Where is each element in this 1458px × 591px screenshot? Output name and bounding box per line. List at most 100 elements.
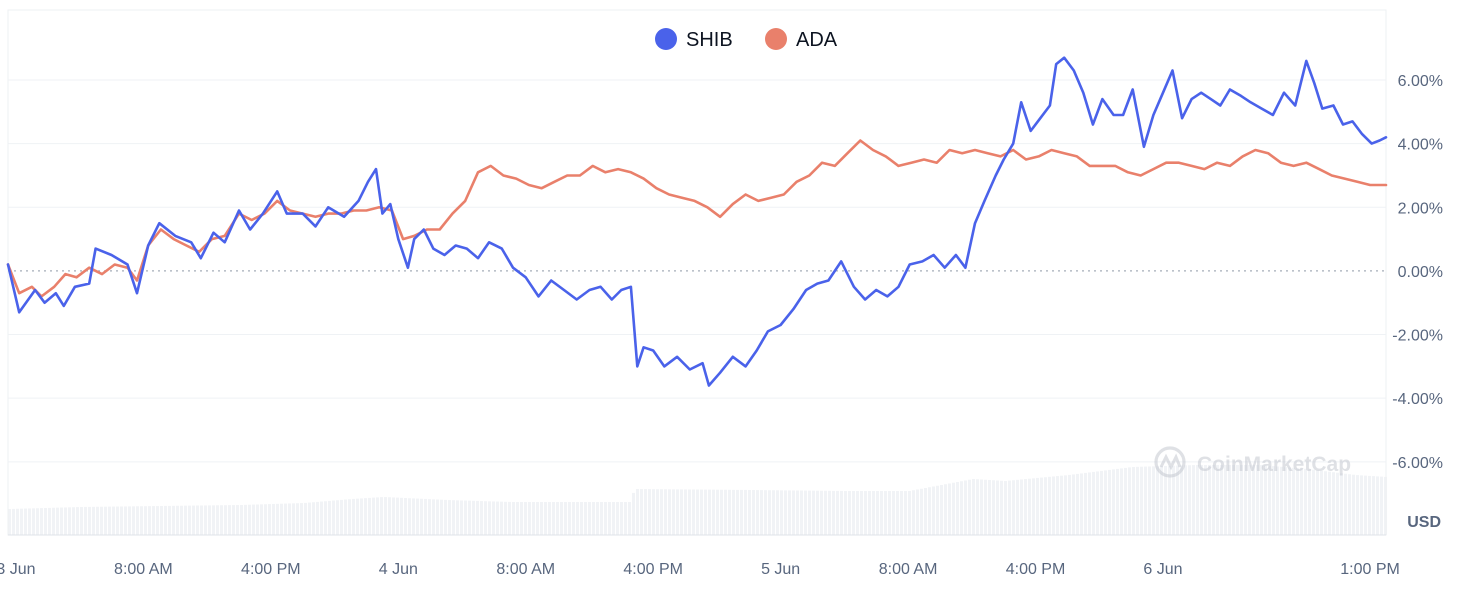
volume-bar	[656, 489, 659, 535]
volume-bar	[268, 504, 271, 535]
volume-bar	[240, 504, 243, 535]
volume-bar	[824, 490, 827, 535]
x-tick-label: 3 Jun	[0, 561, 36, 578]
volume-bar	[668, 489, 671, 535]
volume-bar	[1000, 480, 1003, 535]
volume-bar	[116, 506, 119, 535]
volume-bar	[208, 505, 211, 535]
volume-bar	[916, 489, 919, 535]
volume-bar	[1184, 465, 1187, 535]
volume-bar	[332, 500, 335, 535]
volume-bar	[224, 505, 227, 535]
volume-bar	[428, 499, 431, 535]
volume-bar	[1336, 472, 1339, 535]
volume-bar	[660, 489, 663, 535]
volume-bar	[1048, 476, 1051, 535]
volume-bar	[644, 489, 647, 535]
volume-bar	[44, 507, 47, 535]
volume-bar	[764, 490, 767, 535]
volume-bar	[1052, 476, 1055, 535]
volume-bar	[164, 505, 167, 535]
volume-bar	[944, 484, 947, 535]
volume-bar	[308, 502, 311, 535]
volume-bar	[336, 500, 339, 535]
volume-bar	[980, 479, 983, 535]
volume-bar	[1252, 465, 1255, 535]
volume-bar	[1064, 475, 1067, 535]
volume-bar	[288, 503, 291, 535]
volume-bar	[1300, 468, 1303, 535]
x-tick-label: 4:00 PM	[1006, 561, 1066, 578]
volume-bar	[1352, 474, 1355, 535]
y-tick-label: 6.00%	[1398, 73, 1443, 90]
volume-bar	[804, 490, 807, 535]
volume-bar	[852, 491, 855, 535]
volume-bar	[64, 507, 67, 535]
volume-bar	[840, 490, 843, 535]
volume-bar	[1044, 477, 1047, 535]
volume-bar	[560, 502, 563, 535]
x-tick-label: 4:00 PM	[241, 561, 301, 578]
volume-bar	[280, 503, 283, 535]
volume-bar	[536, 502, 539, 535]
volume-bar	[632, 492, 635, 535]
volume-bar	[924, 488, 927, 535]
volume-bar	[1172, 465, 1175, 535]
volume-bar	[1360, 475, 1363, 535]
volume-bar	[1332, 472, 1335, 535]
volume-bar	[892, 491, 895, 535]
volume-bar	[696, 489, 699, 535]
volume-bar	[368, 497, 371, 535]
volume-bar	[404, 498, 407, 535]
volume-bar	[380, 497, 383, 535]
volume-bar	[1008, 480, 1011, 535]
volume-bar	[112, 506, 115, 535]
volume-bar	[420, 498, 423, 535]
y-tick-label: -6.00%	[1392, 455, 1443, 472]
volume-bar	[188, 505, 191, 535]
volume-bar	[896, 491, 899, 535]
volume-bar	[56, 507, 59, 535]
volume-bar	[20, 508, 23, 535]
volume-bar	[356, 498, 359, 535]
volume-bar	[596, 502, 599, 535]
volume-bar	[200, 505, 203, 535]
volume-bar	[736, 489, 739, 535]
y-tick-label: 0.00%	[1398, 264, 1443, 281]
volume-bar	[812, 490, 815, 535]
volume-bar	[1276, 466, 1279, 535]
volume-bar	[328, 500, 331, 535]
volume-bar	[36, 508, 39, 535]
legend-item-ada[interactable]: ADA	[765, 28, 838, 51]
volume-bar	[264, 504, 267, 535]
volume-bar	[448, 500, 451, 535]
volume-bar	[512, 502, 515, 535]
volume-bar	[468, 500, 471, 535]
volume-bar	[1020, 479, 1023, 535]
volume-bar	[792, 490, 795, 535]
volume-bar	[600, 502, 603, 535]
volume-bar	[276, 503, 279, 535]
volume-bar	[592, 502, 595, 535]
volume-bar	[920, 488, 923, 535]
volume-bar	[1256, 465, 1259, 535]
volume-bar	[1084, 472, 1087, 535]
series-lines	[6, 56, 1388, 387]
volume-bar	[444, 499, 447, 535]
volume-bar	[508, 501, 511, 535]
volume-bar	[1144, 466, 1147, 535]
volume-bar	[1032, 478, 1035, 535]
volume-bar	[1100, 470, 1103, 535]
volume-bar	[396, 497, 399, 535]
volume-bar	[728, 489, 731, 535]
volume-bar	[1076, 473, 1079, 535]
volume-bar	[376, 497, 379, 535]
volume-bar	[460, 500, 463, 535]
volume-bar	[912, 490, 915, 535]
volume-bar	[76, 507, 79, 535]
volume-bars	[8, 465, 1387, 535]
volume-bar	[88, 506, 91, 535]
volume-bar	[948, 483, 951, 535]
volume-bar	[1080, 473, 1083, 535]
legend-item-shib[interactable]: SHIB	[655, 28, 733, 51]
